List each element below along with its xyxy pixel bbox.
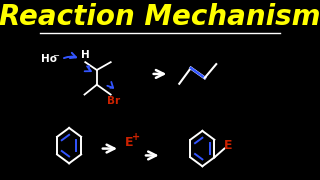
Text: H: H [81,50,90,60]
Text: Reaction Mechanism: Reaction Mechanism [0,3,320,31]
Text: E: E [224,139,233,152]
Text: +: + [132,132,140,142]
Text: Ho: Ho [41,54,57,64]
Text: E: E [125,136,133,149]
Text: Br: Br [107,96,120,106]
Text: −: − [52,51,60,60]
